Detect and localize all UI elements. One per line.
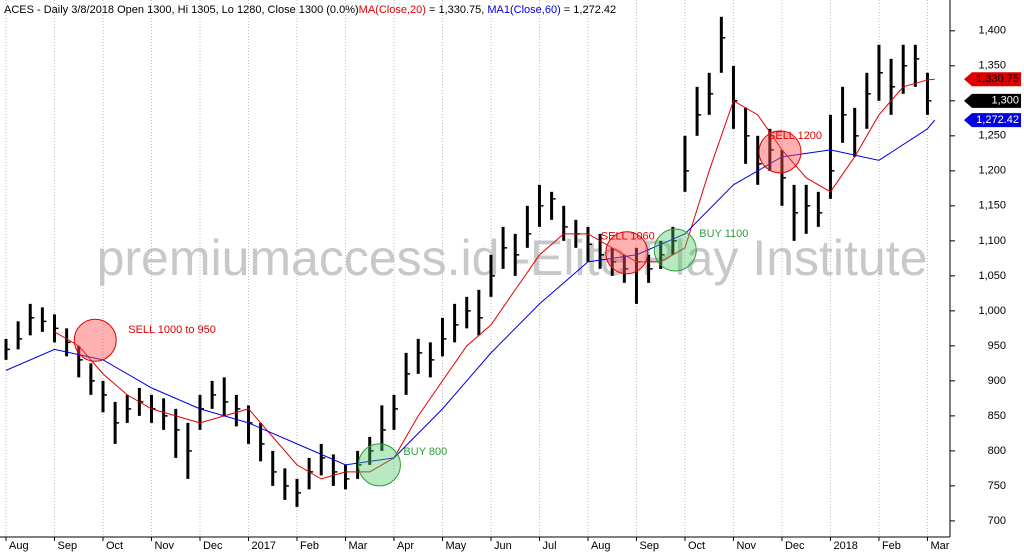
watermark: premiumaccess.id -Elite Play Institute — [97, 230, 928, 286]
title-part: = 1,272.42 — [561, 4, 616, 16]
x-tick-label: Feb — [300, 540, 319, 552]
y-tick-label: 1,400 — [978, 25, 1006, 37]
x-tick-label: Aug — [591, 540, 611, 552]
value-tag-label: 1,330.75 — [976, 73, 1019, 85]
title-part: MA1(Close,60) — [487, 4, 560, 16]
x-tick-label: Sep — [57, 540, 77, 552]
x-tick-label: Feb — [882, 540, 901, 552]
y-tick-label: 850 — [988, 410, 1006, 422]
signal-circle — [758, 130, 802, 174]
ma-line — [5, 119, 936, 466]
signal-label: SELL 1060 — [601, 231, 655, 243]
value-tag — [964, 93, 1021, 108]
value-tag-label: 1,300 — [991, 95, 1019, 107]
title-part: = 1,330.75, — [426, 4, 487, 16]
x-tick-label: Jul — [542, 540, 556, 552]
x-tick-label: Nov — [736, 540, 756, 552]
y-tick-label: 900 — [988, 375, 1006, 387]
x-tick-label: Oct — [106, 540, 123, 552]
y-tick-label: 1,150 — [978, 200, 1006, 212]
signal-circle — [73, 318, 117, 362]
x-tick-label: Apr — [397, 540, 414, 552]
x-tick-label: Dec — [785, 540, 805, 552]
signal-circle — [653, 228, 697, 272]
y-tick-label: 1,050 — [978, 270, 1006, 282]
y-tick-label: 800 — [988, 445, 1006, 457]
x-tick-label: Sep — [639, 540, 659, 552]
y-tick-label: 950 — [988, 340, 1006, 352]
x-tick-label: Nov — [154, 540, 174, 552]
chart-title: ACES - Daily 3/8/2018 Open 1300, Hi 1305… — [4, 4, 616, 16]
y-tick-label: 750 — [988, 480, 1006, 492]
x-tick-label: Aug — [9, 540, 29, 552]
value-tag-label: 1,272.42 — [976, 114, 1019, 126]
signal-label: BUY 800 — [403, 446, 447, 458]
title-part: ACES - Daily 3/8/2018 Open 1300, Hi 1305… — [4, 4, 359, 16]
y-tick-label: 1,350 — [978, 60, 1006, 72]
x-tick-label: 2018 — [833, 540, 857, 552]
signal-label: SELL 1000 to 950 — [128, 324, 216, 336]
signal-circle — [605, 231, 649, 275]
y-tick-label: 1,200 — [978, 165, 1006, 177]
y-tick-label: 1,250 — [978, 130, 1006, 142]
x-tick-label: Mar — [930, 540, 949, 552]
signal-label: BUY 1100 — [699, 228, 748, 240]
title-part: MA(Close,20) — [359, 4, 426, 16]
value-tag — [964, 113, 1021, 128]
x-tick-label: 2017 — [251, 540, 275, 552]
signal-circle — [357, 443, 401, 487]
value-tag — [964, 72, 1021, 87]
y-tick-label: 1,100 — [978, 235, 1006, 247]
x-tick-label: Mar — [348, 540, 367, 552]
x-tick-label: Dec — [203, 540, 223, 552]
y-tick-label: 1,000 — [978, 305, 1006, 317]
x-tick-label: Oct — [688, 540, 705, 552]
x-tick-label: Jun — [494, 540, 512, 552]
y-tick-label: 700 — [988, 515, 1006, 527]
signal-label: SELL 1200 — [768, 130, 822, 142]
ma-line — [54, 78, 935, 480]
x-tick-label: May — [445, 540, 466, 552]
